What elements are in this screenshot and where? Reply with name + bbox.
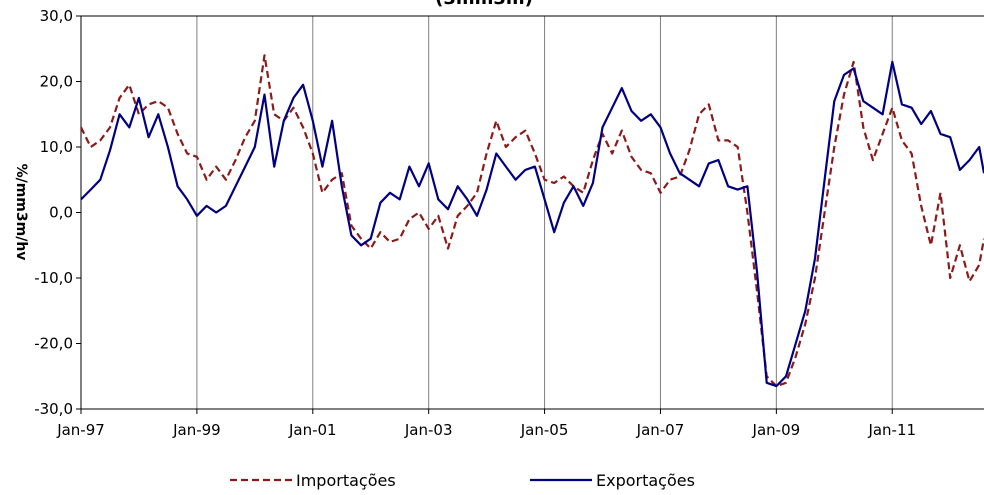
y-tick-label: 20,0 — [40, 73, 73, 91]
x-tick-label: Jan-09 — [752, 421, 801, 439]
y-tick-label: 0,0 — [49, 204, 73, 222]
x-tick-label: Jan-97 — [56, 421, 105, 439]
x-tick-label: Jan-11 — [867, 421, 916, 439]
x-tick-label: Jan-03 — [404, 421, 453, 439]
series-lines — [80, 54, 984, 388]
legend-label: Exportações — [596, 471, 695, 490]
series-line-exportacoes — [80, 60, 984, 388]
x-tick-label: Jan-05 — [520, 421, 569, 439]
chart-title: (3mm3m) — [435, 0, 533, 9]
legend: Importações Exportações — [230, 471, 695, 490]
x-tick-label: Jan-99 — [172, 421, 221, 439]
series-line-importacoes — [80, 54, 984, 388]
y-tick-label: -20,0 — [34, 335, 73, 353]
vertical-gridlines — [80, 16, 893, 414]
axes — [76, 15, 984, 410]
y-tick-label: -10,0 — [34, 269, 73, 287]
y-tick-labels: 30,0 20,0 10,0 0,0 -10,0 -20,0 -30,0 — [34, 7, 73, 418]
y-tick-label: 10,0 — [40, 138, 73, 156]
y-tick-label: 30,0 — [40, 7, 73, 25]
x-tick-label: Jan-01 — [288, 421, 337, 439]
y-tick-label: -30,0 — [34, 400, 73, 418]
y-axis-label: %/mm3m/hv — [13, 164, 29, 261]
x-tick-label: Jan-07 — [636, 421, 685, 439]
x-tick-labels: Jan-97 Jan-99 Jan-01 Jan-03 Jan-05 Jan-07 Jan-… — [56, 421, 916, 439]
legend-label: Importações — [296, 471, 396, 490]
